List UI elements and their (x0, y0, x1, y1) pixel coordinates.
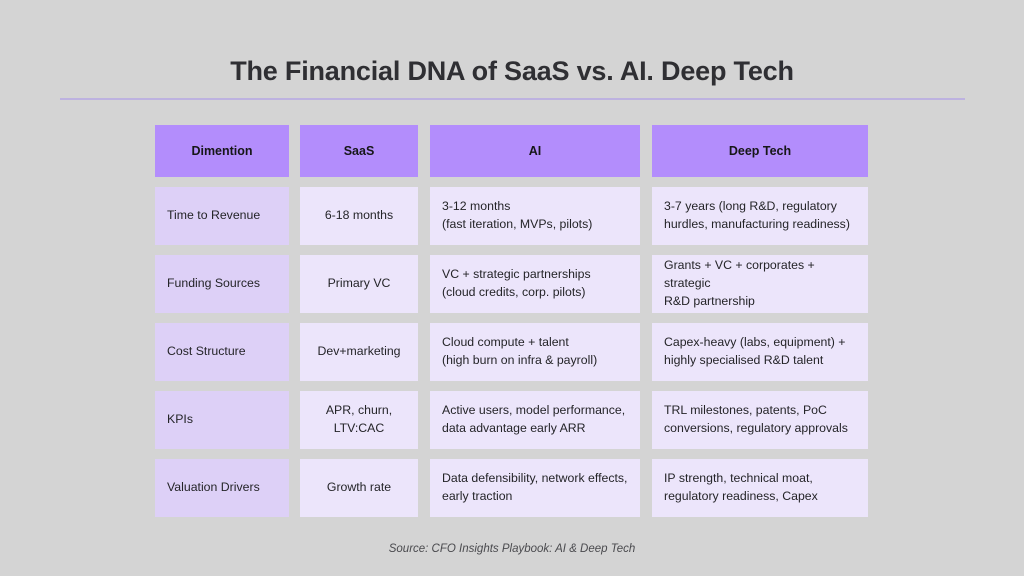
page-title: The Financial DNA of SaaS vs. AI. Deep T… (230, 56, 794, 86)
cell-text: 3-7 years (long R&D, regulatory hurdles,… (664, 199, 850, 231)
cell-text: Data defensibility, network effects, ear… (442, 471, 628, 503)
cell-text: Primary VC (327, 276, 391, 291)
cell-text: Time to Revenue (167, 208, 261, 223)
cell-text: 6-18 months (324, 208, 394, 223)
cell-text: Funding Sources (167, 276, 260, 291)
cell-ai: Active users, model performance, data ad… (430, 391, 640, 449)
cell-text: Grants + VC + corporates + strategic R&D… (664, 258, 815, 308)
table-row: Funding Sources Primary VC VC + strategi… (155, 255, 868, 313)
column-header-dimension: Dimention (155, 125, 289, 177)
cell-text: VC + strategic partnerships (cloud credi… (442, 267, 591, 299)
cell-deep-tech: IP strength, technical moat, regulatory … (652, 459, 868, 517)
cell-deep-tech: Grants + VC + corporates + strategic R&D… (652, 255, 868, 313)
comparison-table: Dimention SaaS AI Deep Tech Time to Reve… (155, 125, 868, 517)
cell-saas: 6-18 months (300, 187, 418, 245)
cell-ai: 3-12 months (fast iteration, MVPs, pilot… (430, 187, 640, 245)
cell-text: Cloud compute + talent (high burn on inf… (442, 335, 598, 367)
table-row: Valuation Drivers Growth rate Data defen… (155, 459, 868, 517)
cell-text: Valuation Drivers (167, 480, 260, 495)
cell-saas: Primary VC (300, 255, 418, 313)
cell-text: Active users, model performance, data ad… (442, 403, 626, 435)
cell-text: Cost Structure (167, 344, 246, 359)
table-header-row: Dimention SaaS AI Deep Tech (155, 125, 868, 177)
source-caption: Source: CFO Insights Playbook: AI & Deep… (388, 543, 636, 555)
cell-text: Capex-heavy (labs, equipment) + highly s… (664, 335, 846, 367)
cell-ai: Cloud compute + talent (high burn on inf… (430, 323, 640, 381)
cell-dimension: Funding Sources (155, 255, 289, 313)
column-header-ai: AI (430, 125, 640, 177)
cell-dimension: Cost Structure (155, 323, 289, 381)
cell-text: APR, churn, LTV:CAC (325, 403, 393, 435)
cell-text: Dev+marketing (317, 344, 401, 359)
cell-deep-tech: 3-7 years (long R&D, regulatory hurdles,… (652, 187, 868, 245)
table-row: Time to Revenue 6-18 months 3-12 months … (155, 187, 868, 245)
cell-deep-tech: Capex-heavy (labs, equipment) + highly s… (652, 323, 868, 381)
cell-text: KPIs (167, 412, 193, 427)
cell-saas: APR, churn, LTV:CAC (300, 391, 418, 449)
cell-text: TRL milestones, patents, PoC conversions… (664, 403, 848, 435)
cell-text: IP strength, technical moat, regulatory … (664, 471, 818, 503)
title-divider (60, 98, 965, 100)
cell-text: 3-12 months (fast iteration, MVPs, pilot… (442, 199, 593, 231)
cell-ai: VC + strategic partnerships (cloud credi… (430, 255, 640, 313)
cell-deep-tech: TRL milestones, patents, PoC conversions… (652, 391, 868, 449)
column-header-deep-tech: Deep Tech (652, 125, 868, 177)
cell-dimension: KPIs (155, 391, 289, 449)
cell-dimension: Valuation Drivers (155, 459, 289, 517)
cell-saas: Dev+marketing (300, 323, 418, 381)
cell-text: Growth rate (326, 480, 392, 495)
cell-ai: Data defensibility, network effects, ear… (430, 459, 640, 517)
column-header-saas: SaaS (300, 125, 418, 177)
cell-saas: Growth rate (300, 459, 418, 517)
cell-dimension: Time to Revenue (155, 187, 289, 245)
table-row: KPIs APR, churn, LTV:CAC Active users, m… (155, 391, 868, 449)
table-row: Cost Structure Dev+marketing Cloud compu… (155, 323, 868, 381)
